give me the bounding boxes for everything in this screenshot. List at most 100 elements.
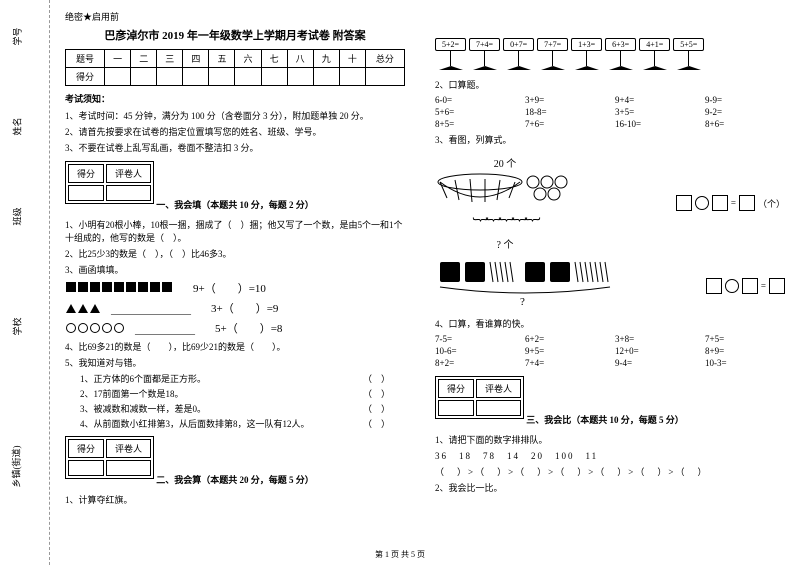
q5b: 2、17前面第一个数是18。: [80, 387, 184, 400]
q5a: 1、正方体的6个面都是正方形。: [80, 372, 206, 385]
question-5: 5、我知道对与错。: [65, 356, 405, 369]
flag: 1+3=: [571, 38, 602, 51]
binding-label: 学号: [11, 27, 24, 45]
notice-item: 3、不要在试卷上乱写乱画，卷面不整洁扣 3 分。: [65, 141, 405, 154]
flag: 7+7=: [537, 38, 568, 51]
calc-item: 6+2=: [525, 334, 605, 344]
equation-2: 3+（ ）=9: [211, 300, 278, 316]
flags-row: 5+2= 7+4= 0+7= 7+7= 1+3= 6+3= 4+1= 5+5=: [435, 10, 785, 70]
shapes-row-2: ________________ 3+（ ）=9: [65, 300, 405, 316]
calc-item: 8+2=: [435, 358, 515, 368]
calc-item: 9-2=: [705, 107, 785, 117]
exam-title: 巴彦淖尔市 2019 年一年级数学上学期月考试卷 附答案: [65, 27, 405, 43]
flag: 7+4=: [469, 38, 500, 51]
calc-item: 7+4=: [525, 358, 605, 368]
sticks-diagram: ?: [435, 257, 615, 314]
score-cell: 评卷人: [106, 164, 151, 183]
question-4: 4、比69多21的数是（ ），比69少21的数是（ ）。: [65, 340, 405, 353]
score-table: 题号 一 二 三 四 五 六 七 八 九 十 总分 得分: [65, 49, 405, 86]
calc-grid-1: 6-0= 3+9= 9+4= 9-9= 5+6= 18-8= 3+5= 9-2=…: [435, 95, 785, 129]
paren: （ ）: [363, 417, 390, 430]
binding-label: 乡镇(街道): [10, 446, 23, 488]
flag: 5+2=: [435, 38, 466, 51]
section-3-title: 三、我会比（本题共 10 分，每题 5 分）: [526, 413, 684, 426]
score-cell: 得分: [438, 379, 474, 398]
score-box-3: 得分评卷人: [435, 376, 524, 419]
header-cell: 九: [313, 50, 339, 68]
calc-item: 6-0=: [435, 95, 515, 105]
question-3: 3、画函填填。: [65, 263, 405, 276]
calc-item: 8+9=: [705, 346, 785, 356]
q5c: 3、被减数和减数一样，差是0。: [80, 402, 206, 415]
basket-diagram: 20 个 ︸︸︸︸︸ ? 个: [435, 155, 575, 251]
paren: （ ）: [363, 372, 390, 385]
question-2: 2、比25少3的数是（ ），（ ）比46多3。: [65, 247, 405, 260]
row-label: 得分: [66, 68, 105, 86]
equation-1: 9+（ ）=10: [193, 280, 266, 296]
score-cell: 评卷人: [476, 379, 521, 398]
score-box: 得分评卷人: [65, 161, 154, 204]
question-2-1: 1、计算夺红旗。: [65, 493, 405, 506]
header-cell: 七: [261, 50, 287, 68]
equation-boxes: = （个）: [676, 195, 785, 211]
calc-item: 10-3=: [705, 358, 785, 368]
header-cell: 题号: [66, 50, 105, 68]
q5d: 4、从前面数小红排第3，从后面数排第8，这一队有12人。: [80, 417, 310, 430]
secret-label: 绝密★启用前: [65, 10, 405, 23]
calc-item: 5+6=: [435, 107, 515, 117]
unit-label: （个）: [758, 197, 785, 210]
flag: 4+1=: [639, 38, 670, 51]
question-2-2: 2、口算题。: [435, 78, 785, 91]
calc-item: 9-4=: [615, 358, 695, 368]
calc-item: 16-10=: [615, 119, 695, 129]
section-1-title: 一、我会填（本题共 10 分，每题 2 分）: [156, 198, 314, 211]
calc-item: 10-6=: [435, 346, 515, 356]
question-2-3: 3、看图，列算式。: [435, 133, 785, 146]
calc-item: 8+5=: [435, 119, 515, 129]
calc-grid-2: 7-5= 6+2= 3+8= 7+5= 10-6= 9+5= 12+0= 8+9…: [435, 334, 785, 368]
equation-3: 5+（ ）=8: [215, 320, 282, 336]
score-cell: 得分: [68, 439, 104, 458]
calc-item: 9-9=: [705, 95, 785, 105]
calc-item: 9+5=: [525, 346, 605, 356]
binding-margin: 学号 姓名 班级 学校 乡镇(街道): [0, 0, 50, 565]
binding-label: 姓名: [11, 117, 24, 135]
notice-item: 2、请首先按要求在试卷的指定位置填写您的姓名、班级、学号。: [65, 125, 405, 138]
flag: 0+7=: [503, 38, 534, 51]
equation-boxes-2: =: [706, 278, 785, 294]
shapes-row-3: ____________ 5+（ ）=8: [65, 320, 405, 336]
header-cell: 五: [209, 50, 235, 68]
question-3-1: 1、请把下面的数字排排队。: [435, 433, 785, 446]
header-cell: 十: [339, 50, 365, 68]
brace-icon: ︸︸︸︸︸: [435, 212, 575, 236]
flag: 5+5=: [673, 38, 704, 51]
header-cell: 总分: [365, 50, 404, 68]
score-box-2: 得分评卷人: [65, 436, 154, 479]
score-cell: 得分: [68, 164, 104, 183]
question-2-4: 4、口算，看谁算的快。: [435, 317, 785, 330]
flag: 6+3=: [605, 38, 636, 51]
calc-item: 12+0=: [615, 346, 695, 356]
section-2-title: 二、我会算（本题共 20 分，每题 5 分）: [156, 473, 314, 486]
binding-label: 学校: [11, 317, 24, 335]
notice-title: 考试须知：: [65, 92, 405, 105]
left-column: 绝密★启用前 巴彦淖尔市 2019 年一年级数学上学期月考试卷 附答案 题号 一…: [50, 0, 420, 565]
question-1: 1、小明有20根小棒，10根一捆，捆成了（ ）捆；他又写了一个数，是由5个一和1…: [65, 218, 405, 244]
page-footer: 第 1 页 共 5 页: [375, 549, 425, 560]
calc-item: 3+8=: [615, 334, 695, 344]
svg-text:?: ?: [520, 296, 525, 308]
header-cell: 二: [131, 50, 157, 68]
calc-item: 8+6=: [705, 119, 785, 129]
calc-item: 18-8=: [525, 107, 605, 117]
calc-item: 7-5=: [435, 334, 515, 344]
shapes-row-1: 9+（ ）=10: [65, 280, 405, 296]
binding-label: 班级: [11, 207, 24, 225]
calc-item: 3+5=: [615, 107, 695, 117]
calc-item: 3+9=: [525, 95, 605, 105]
score-cell: 评卷人: [106, 439, 151, 458]
numbers-row: 36 18 78 14 20 100 11: [435, 449, 785, 462]
header-cell: 一: [105, 50, 131, 68]
header-cell: 四: [183, 50, 209, 68]
header-cell: 六: [235, 50, 261, 68]
basket-top-label: 20 个: [435, 155, 575, 170]
